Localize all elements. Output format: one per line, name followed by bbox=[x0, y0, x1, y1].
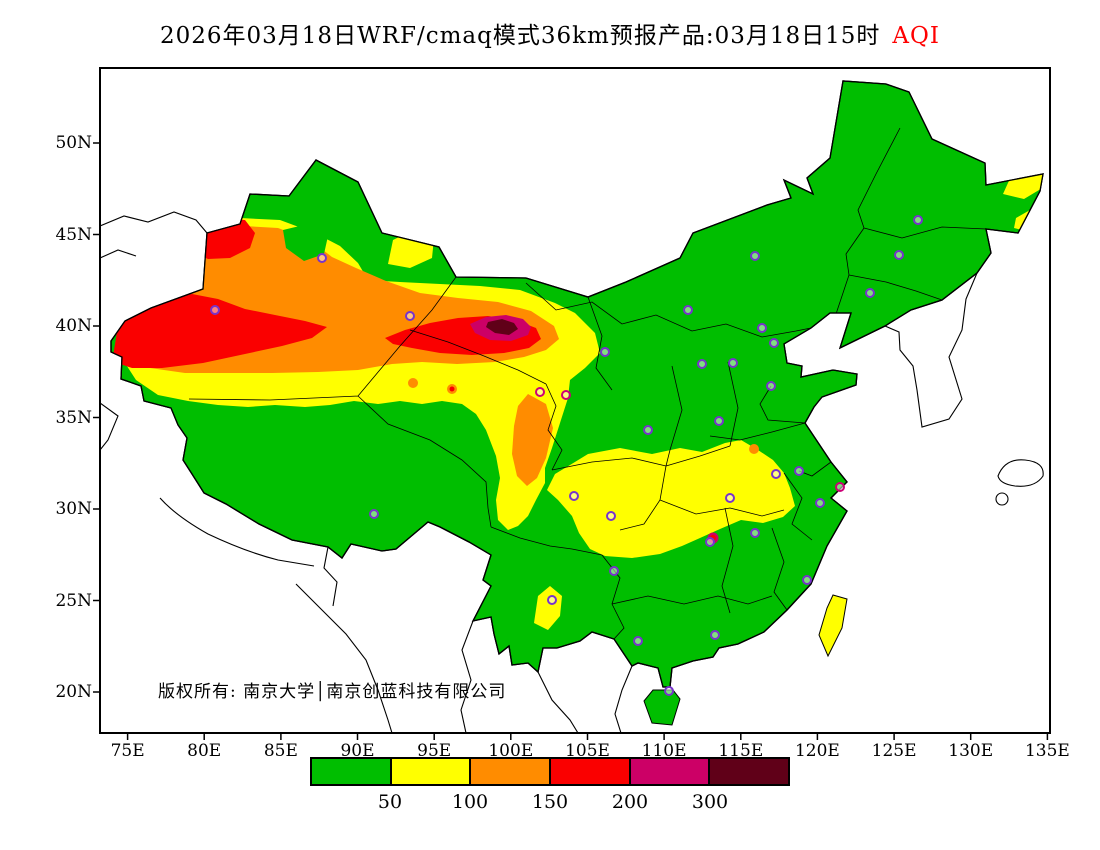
legend-tick-label: 300 bbox=[691, 791, 729, 813]
legend-tick-label: 200 bbox=[611, 791, 649, 813]
station-marker bbox=[750, 251, 760, 261]
x-tick-label: 115E bbox=[718, 741, 764, 761]
legend-cell bbox=[710, 759, 789, 784]
y-tick-label: 50N bbox=[55, 133, 92, 153]
x-tick-label: 75E bbox=[110, 741, 145, 761]
taiwan-island bbox=[818, 594, 848, 658]
station-marker bbox=[815, 498, 825, 508]
station-marker bbox=[766, 381, 776, 391]
y-tick-label: 35N bbox=[55, 407, 92, 428]
province-borders-south bbox=[490, 461, 832, 640]
station-marker bbox=[750, 528, 760, 538]
station-marker bbox=[683, 305, 693, 315]
x-tick-label: 130E bbox=[948, 741, 994, 761]
plot-area bbox=[93, 67, 1051, 740]
coastline-south-asia bbox=[100, 402, 633, 733]
station-marker bbox=[606, 511, 616, 521]
x-tick-label: 100E bbox=[488, 741, 534, 761]
station-marker bbox=[714, 416, 724, 426]
station-marker bbox=[569, 491, 579, 501]
y-axis-ticks bbox=[93, 142, 100, 693]
title-text: 2026年03月18日WRF/cmaq模式36km预报产品:03月18日15时 bbox=[160, 23, 881, 49]
aqi-orange-corridor bbox=[512, 394, 553, 486]
legend-tick-label: 100 bbox=[451, 791, 489, 813]
legend-cell bbox=[312, 759, 392, 784]
aqi-maroon-core bbox=[486, 319, 518, 335]
station-marker bbox=[561, 390, 571, 400]
station-marker bbox=[865, 288, 875, 298]
station-markers bbox=[210, 215, 923, 696]
station-marker bbox=[894, 250, 904, 260]
station-marker bbox=[725, 493, 735, 503]
aqi-yellow-northeast bbox=[1003, 166, 1043, 231]
station-marker bbox=[710, 630, 720, 640]
coastline-japan-islands bbox=[995, 459, 1044, 506]
legend-cell bbox=[391, 759, 472, 784]
station-marker bbox=[835, 482, 845, 492]
legend-tick-label: 50 bbox=[377, 791, 403, 813]
copyright-notice: 版权所有: 南京大学│南京创蓝科技有限公司 bbox=[158, 682, 507, 702]
province-borders-north bbox=[525, 127, 987, 467]
station-marker bbox=[664, 686, 674, 696]
x-tick-label: 95E bbox=[417, 741, 452, 761]
x-tick-label: 135E bbox=[1024, 741, 1070, 761]
station-marker bbox=[771, 469, 781, 479]
station-marker bbox=[913, 215, 923, 225]
coastline-korea bbox=[884, 272, 978, 428]
aqi-orange-spot bbox=[749, 444, 759, 454]
x-tick-label: 80E bbox=[187, 741, 222, 761]
station-marker bbox=[547, 595, 557, 605]
aqi-red-spot bbox=[449, 386, 455, 392]
x-tick-label: 125E bbox=[871, 741, 917, 761]
page-title: 2026年03月18日WRF/cmaq模式36km预报产品:03月18日15时 A… bbox=[0, 16, 1100, 50]
title-variable: AQI bbox=[892, 23, 940, 49]
y-tick-label: 45N bbox=[55, 224, 92, 245]
y-tick-label: 20N bbox=[55, 682, 92, 702]
station-marker bbox=[705, 537, 715, 547]
station-marker bbox=[210, 305, 220, 315]
aqi-orange-spot bbox=[408, 378, 418, 388]
plot-frame bbox=[99, 67, 1051, 734]
station-marker bbox=[794, 466, 804, 476]
x-tick-label: 105E bbox=[565, 741, 610, 761]
legend-tick-label: 150 bbox=[531, 791, 569, 813]
aqi-red-west-xinjiang bbox=[113, 294, 327, 368]
hainan-island bbox=[643, 689, 681, 726]
x-tick-label: 110E bbox=[641, 741, 687, 761]
legend-cell bbox=[471, 759, 552, 784]
station-marker bbox=[317, 253, 327, 263]
x-axis-ticks bbox=[126, 733, 1049, 740]
station-marker bbox=[369, 509, 379, 519]
station-marker bbox=[728, 358, 738, 368]
station-marker bbox=[405, 311, 415, 321]
border-kazakhstan bbox=[100, 211, 208, 259]
aqi-yellow-central bbox=[547, 440, 795, 558]
station-marker bbox=[697, 359, 707, 369]
x-tick-label: 120E bbox=[794, 741, 840, 761]
x-tick-label: 85E bbox=[263, 741, 298, 761]
y-tick-label: 25N bbox=[55, 590, 92, 611]
x-tick-label: 90E bbox=[340, 741, 375, 761]
aqi-legend-bar bbox=[310, 757, 790, 786]
green-wedge-xinjiang bbox=[283, 224, 328, 261]
y-tick-label: 40N bbox=[55, 316, 92, 336]
legend-cell bbox=[630, 759, 711, 784]
station-marker bbox=[535, 387, 545, 397]
province-borders-west bbox=[188, 276, 667, 528]
legend-cell bbox=[551, 759, 631, 784]
station-marker bbox=[769, 338, 779, 348]
y-tick-label: 30N bbox=[55, 499, 92, 519]
station-marker bbox=[600, 347, 610, 357]
station-marker bbox=[633, 636, 643, 646]
station-marker bbox=[609, 566, 619, 576]
station-marker bbox=[643, 425, 653, 435]
station-marker bbox=[757, 323, 767, 333]
station-marker bbox=[802, 575, 812, 585]
